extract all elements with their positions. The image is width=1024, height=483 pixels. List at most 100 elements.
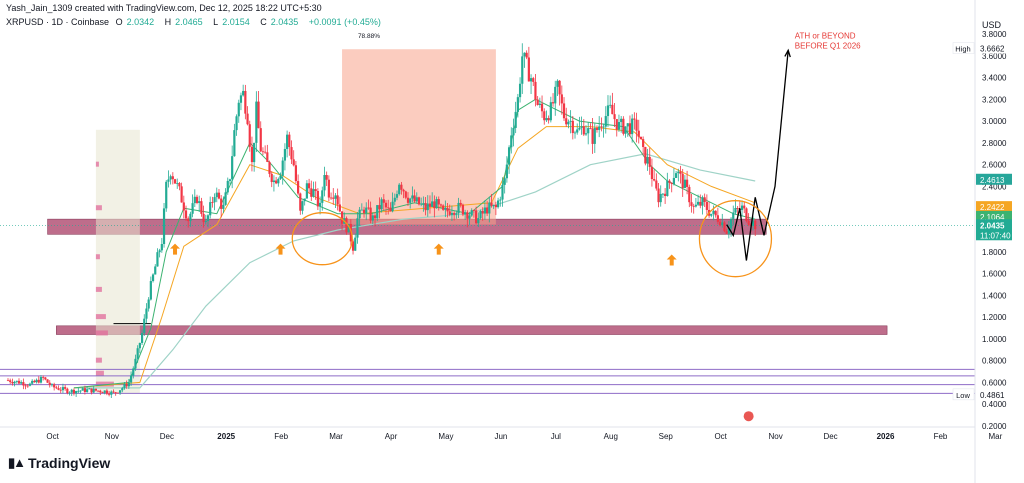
- candle-body: [461, 204, 465, 215]
- price-labels-layer: High 3.6662 2.4613 2.24222.10642.043511:07:…: [952, 42, 1012, 401]
- candle-body: [198, 201, 201, 203]
- candle-body: [435, 199, 438, 209]
- candle-body: [620, 118, 623, 123]
- price-label-value: 2.1064: [980, 213, 1005, 222]
- time-tick-label: Nov: [105, 432, 119, 441]
- candle-body: [224, 192, 227, 205]
- candle-body: [694, 204, 697, 207]
- candle-body: [446, 207, 449, 212]
- candle-body: [718, 221, 722, 226]
- candle-body: [116, 392, 119, 394]
- candle-body: [358, 209, 361, 219]
- candle-body: [367, 207, 370, 209]
- candle-body: [481, 211, 484, 214]
- candle-body: [112, 391, 115, 393]
- candle-body: [448, 211, 451, 215]
- candle-body: [121, 388, 124, 391]
- high-label: H: [164, 17, 172, 27]
- candle-body: [228, 179, 232, 181]
- candle-body: [283, 148, 287, 161]
- candle-body: [714, 210, 717, 216]
- candle-body: [70, 389, 73, 393]
- candle-body: [659, 193, 662, 203]
- candle-body: [400, 184, 403, 190]
- currency-label[interactable]: USD: [982, 20, 1002, 30]
- candle-body: [518, 83, 522, 98]
- price-tick-label: 0.6000: [982, 378, 1007, 387]
- candle-body: [145, 308, 148, 319]
- candle-body: [426, 203, 429, 211]
- candle-body: [732, 212, 735, 219]
- candle-body: [303, 198, 306, 202]
- price-axis[interactable]: 3.8000 3.6000 3.4000 3.2000 3.0000 2.8000 2.60…: [974, 0, 1007, 483]
- price-tick-label: 3.2000: [982, 95, 1007, 104]
- candle-body: [213, 197, 216, 203]
- candle-body: [615, 119, 618, 130]
- candle-body: [525, 52, 528, 58]
- candle-body: [466, 212, 469, 219]
- candle-body: [404, 191, 407, 198]
- price-label-value: 0.4861: [980, 391, 1005, 400]
- logo-text: TradingView: [28, 455, 111, 471]
- candle-body: [81, 388, 84, 391]
- candle-body: [118, 390, 122, 393]
- candle-body: [415, 197, 418, 202]
- candle-body: [483, 207, 487, 214]
- candle-body: [431, 201, 434, 207]
- candle-body: [75, 391, 78, 394]
- candle-body: [488, 202, 491, 214]
- time-axis[interactable]: Oct Nov Dec 2025 Feb Mar Apr May Jun Jul Aug Sep Oct…: [0, 426, 1003, 441]
- candle-body: [151, 274, 155, 282]
- candle-body: [437, 199, 440, 205]
- price-label-box: [976, 173, 1012, 185]
- candle-body: [325, 175, 328, 180]
- candle-body: [312, 189, 315, 197]
- candle-body: [710, 213, 713, 216]
- price-label-ema-slow: 2.4613: [976, 173, 1012, 185]
- price-label-value: 3.6662: [980, 45, 1005, 54]
- ohlc-legend: XRPUSD · 1D · Coinbase O 2.0342 H 2.0465 L…: [6, 17, 385, 27]
- candle-body: [611, 104, 614, 115]
- open-label: O: [115, 17, 123, 27]
- price-tick-label: 1.6000: [982, 270, 1007, 279]
- candle-body: [105, 390, 108, 394]
- measure-box-layer: 78.88%: [95, 33, 496, 394]
- candle-body: [88, 388, 91, 390]
- candle-body: [233, 130, 236, 157]
- candle-body: [24, 385, 27, 387]
- candle-body: [11, 382, 14, 384]
- candle-body: [167, 179, 170, 182]
- up-arrow-icon: [170, 243, 181, 255]
- candle-body: [683, 179, 686, 189]
- candle-body: [39, 377, 43, 383]
- candle-body: [675, 173, 678, 178]
- forecast-path: [726, 50, 789, 261]
- candle-body: [529, 78, 533, 82]
- candle-body: [527, 57, 530, 82]
- symbol-label[interactable]: XRPUSD · 1D · Coinbase: [6, 17, 110, 27]
- candle-body: [428, 203, 432, 207]
- candle-body: [486, 207, 489, 214]
- candle-body: [391, 201, 394, 212]
- tradingview-logo[interactable]: ▮▲ TradingView: [8, 455, 110, 471]
- candle-body: [626, 123, 629, 127]
- candle-body: [244, 90, 247, 114]
- candle-body: [329, 197, 333, 199]
- candle-body: [360, 209, 363, 211]
- candle-body: [549, 102, 552, 121]
- price-label-high: High 3.6662: [952, 42, 1012, 54]
- candle-body: [743, 205, 746, 209]
- candle-body: [250, 146, 254, 163]
- candle-body: [46, 379, 49, 383]
- time-tick-label: Dec: [823, 432, 837, 441]
- time-tick-label: Jul: [551, 432, 561, 441]
- candle-body: [734, 208, 737, 213]
- time-tick-label: Sep: [659, 432, 674, 441]
- candle-body: [556, 80, 559, 87]
- candle-body: [55, 387, 58, 389]
- candle-body: [701, 197, 704, 206]
- candle-body: [740, 205, 744, 210]
- candle-body: [716, 215, 719, 222]
